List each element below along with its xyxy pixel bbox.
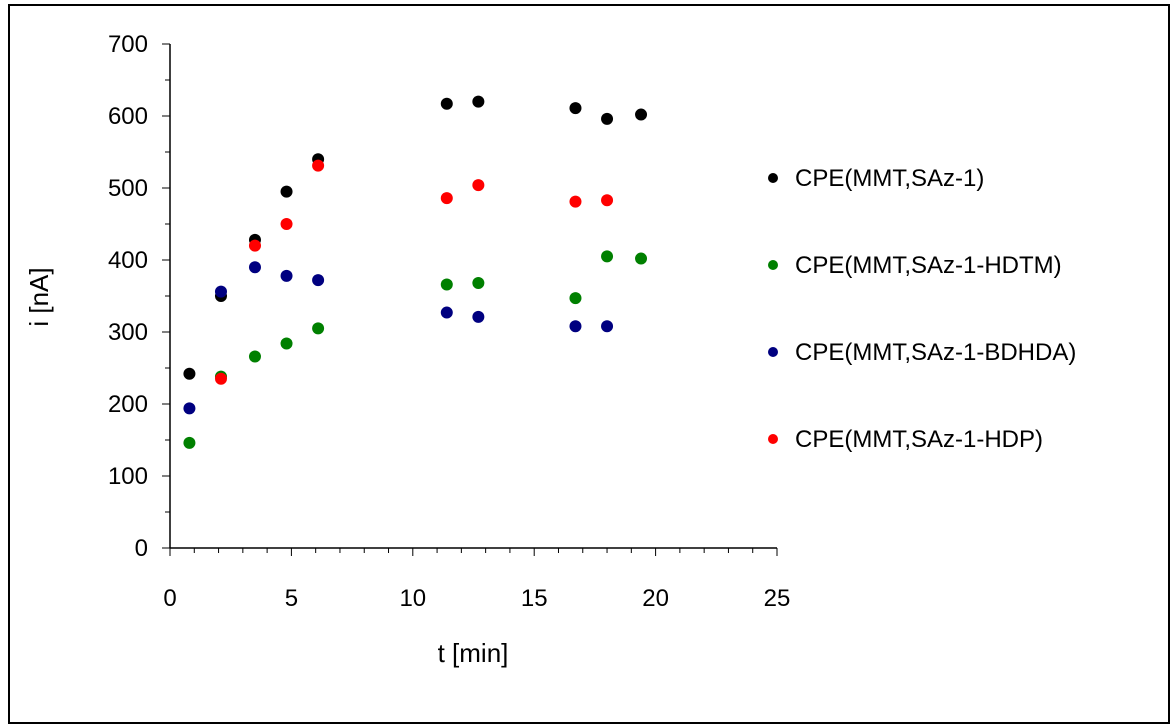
x-axis-title: t [min] xyxy=(438,638,509,668)
data-point-series-4 xyxy=(601,194,614,207)
data-points xyxy=(183,95,648,449)
legend: CPE(MMT,SAz-1) CPE(MMT,SAz-1-HDTM) CPE(MMT… xyxy=(768,165,1076,453)
data-point-series-1 xyxy=(601,112,614,125)
data-point-series-2 xyxy=(635,252,648,265)
data-point-series-3 xyxy=(214,285,227,298)
data-point-series-3 xyxy=(440,306,453,319)
chart-frame xyxy=(8,4,1170,724)
scatter-chart: 0 100 200 300 400 500 600 700 0 5 10 15 20 25 CPE(MMT… xyxy=(24,31,1076,668)
legend-label: CPE(MMT,SAz-1) xyxy=(795,165,984,192)
data-point-series-3 xyxy=(183,402,196,415)
legend-marker xyxy=(768,173,778,183)
data-point-series-3 xyxy=(601,320,614,333)
legend-marker xyxy=(768,347,778,357)
data-point-series-4 xyxy=(569,195,582,208)
data-point-series-2 xyxy=(440,278,453,291)
y-tick-label: 600 xyxy=(108,103,148,130)
data-point-series-1 xyxy=(569,102,582,115)
x-tick-label: 20 xyxy=(642,585,669,612)
data-point-series-4 xyxy=(248,239,261,252)
data-point-series-3 xyxy=(280,269,293,282)
y-tick-label: 300 xyxy=(108,319,148,346)
data-point-series-2 xyxy=(183,436,196,449)
data-point-series-2 xyxy=(472,277,485,290)
data-point-series-4 xyxy=(312,159,325,172)
legend-label: CPE(MMT,SAz-1-HDTM) xyxy=(795,252,1062,279)
y-tick-label: 700 xyxy=(108,31,148,58)
data-point-series-1 xyxy=(635,108,648,121)
data-point-series-2 xyxy=(248,350,261,363)
data-point-series-1 xyxy=(440,97,453,110)
x-tick-label: 15 xyxy=(521,585,548,612)
data-point-series-4 xyxy=(280,218,293,230)
data-point-series-1 xyxy=(183,367,196,380)
data-point-series-4 xyxy=(440,192,453,205)
legend-marker xyxy=(768,434,778,444)
y-tick-label: 200 xyxy=(108,391,148,418)
x-tick-label: 5 xyxy=(285,585,298,612)
data-point-series-3 xyxy=(569,320,582,333)
data-point-series-1 xyxy=(280,185,293,198)
data-point-series-2 xyxy=(280,337,293,350)
data-point-series-3 xyxy=(312,274,325,287)
data-point-series-4 xyxy=(214,372,227,385)
data-point-series-2 xyxy=(569,292,582,305)
legend-label: CPE(MMT,SAz-1-BDHDA) xyxy=(795,339,1076,366)
y-tick-label: 400 xyxy=(108,247,148,274)
axes: 0 100 200 300 400 500 600 700 0 5 10 15 20 25 xyxy=(108,31,790,612)
data-point-series-2 xyxy=(312,322,325,335)
legend-marker xyxy=(768,260,778,270)
x-tick-label: 10 xyxy=(399,585,426,612)
y-tick-label: 0 xyxy=(135,535,148,562)
y-tick-label: 500 xyxy=(108,175,148,202)
x-tick-label: 0 xyxy=(163,585,176,612)
x-tick-label: 25 xyxy=(764,585,791,612)
data-point-series-4 xyxy=(472,179,485,192)
y-tick-label: 100 xyxy=(108,463,148,490)
data-point-series-3 xyxy=(248,261,261,274)
data-point-series-3 xyxy=(472,310,485,323)
legend-label: CPE(MMT,SAz-1-HDP) xyxy=(795,426,1043,453)
data-point-series-1 xyxy=(472,95,485,108)
y-axis-title: i [nA] xyxy=(24,267,54,326)
data-point-series-2 xyxy=(601,250,614,263)
